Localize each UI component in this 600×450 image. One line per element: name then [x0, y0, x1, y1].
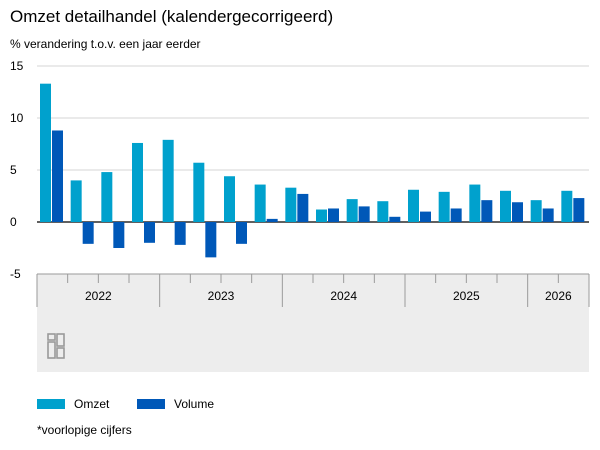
chart-subtitle: % verandering t.o.v. een jaar eerder — [10, 37, 201, 51]
bar-volume[interactable] — [512, 202, 523, 222]
bar-volume[interactable] — [328, 208, 339, 222]
y-tick-label: -5 — [10, 267, 21, 281]
x-group-label: 2023 — [208, 289, 235, 303]
bars — [40, 83, 585, 258]
bar-volume[interactable] — [542, 208, 554, 222]
bar-volume[interactable] — [236, 222, 247, 244]
bar-volume[interactable] — [481, 200, 493, 222]
legend-volume[interactable]: Volume — [137, 397, 214, 411]
legend-omzet-swatch — [37, 399, 65, 409]
bar-omzet[interactable] — [377, 201, 389, 222]
y-tick-label: 0 — [10, 215, 17, 229]
bar-omzet[interactable] — [162, 139, 174, 222]
bar-omzet[interactable] — [40, 83, 51, 223]
bar-volume[interactable] — [266, 218, 278, 222]
chart-title: Omzet detailhandel (kalendergecorrigeerd… — [10, 7, 334, 26]
footnote: *voorlopige cijfers — [37, 423, 132, 437]
bar-volume[interactable] — [420, 211, 431, 222]
bar-omzet[interactable] — [193, 162, 205, 222]
chart-bottom-panel — [37, 274, 589, 372]
bar-omzet[interactable] — [469, 184, 481, 222]
bar-volume[interactable] — [113, 222, 125, 248]
legend-omzet[interactable]: Omzet — [37, 397, 109, 411]
bar-omzet[interactable] — [132, 142, 143, 222]
legend-volume-swatch — [137, 399, 165, 409]
bar-volume[interactable] — [573, 198, 585, 222]
legend-omzet-label: Omzet — [74, 397, 110, 411]
bar-chart: 15 10 5 0 -5 2022 2023 2024 2025 2026 — [10, 59, 590, 372]
bar-omzet[interactable] — [316, 209, 327, 222]
legend-volume-label: Volume — [174, 397, 215, 411]
bar-volume[interactable] — [144, 222, 155, 243]
bar-omzet[interactable] — [561, 190, 573, 222]
bar-volume[interactable] — [389, 216, 401, 222]
x-group-label: 2026 — [545, 289, 572, 303]
bar-omzet[interactable] — [70, 180, 82, 222]
bar-omzet[interactable] — [346, 199, 358, 222]
bar-omzet[interactable] — [224, 176, 235, 222]
y-tick-label: 5 — [10, 163, 17, 177]
bar-omzet[interactable] — [408, 189, 419, 222]
bar-omzet[interactable] — [254, 184, 266, 222]
bar-volume[interactable] — [358, 206, 370, 222]
bar-volume[interactable] — [174, 222, 186, 245]
y-tick-label: 10 — [10, 111, 24, 125]
x-axis: 2022 2023 2024 2025 2026 — [36, 273, 590, 307]
bar-volume[interactable] — [297, 193, 309, 222]
bar-omzet[interactable] — [500, 190, 511, 222]
bar-volume[interactable] — [450, 208, 462, 222]
bar-omzet[interactable] — [530, 200, 542, 222]
y-axis-ticks: 15 10 5 0 -5 — [10, 59, 24, 281]
bar-volume[interactable] — [82, 222, 94, 244]
x-group-label: 2022 — [85, 289, 112, 303]
bar-volume[interactable] — [52, 130, 63, 222]
bar-omzet[interactable] — [438, 191, 450, 222]
bar-omzet[interactable] — [285, 187, 297, 222]
y-tick-label: 15 — [10, 59, 24, 73]
x-group-label: 2025 — [453, 289, 480, 303]
logo-icon — [47, 333, 65, 359]
bar-volume[interactable] — [205, 222, 217, 258]
x-group-label: 2024 — [330, 289, 357, 303]
bar-omzet[interactable] — [101, 172, 113, 222]
